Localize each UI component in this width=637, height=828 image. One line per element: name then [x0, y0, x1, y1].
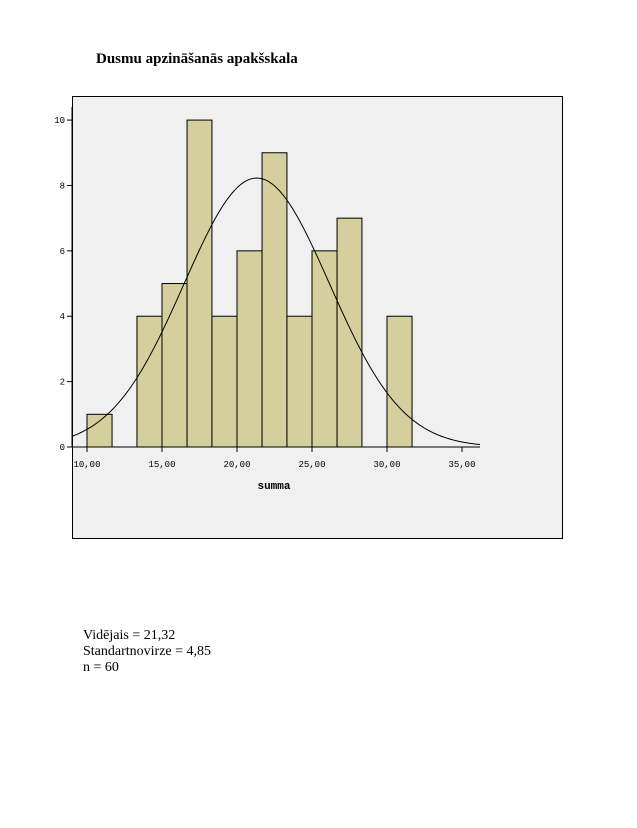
- y-tick-label: 0: [60, 443, 65, 453]
- histogram-bar: [211, 315, 238, 448]
- histogram-bar: [286, 315, 313, 448]
- y-tick-label: 6: [60, 247, 65, 257]
- histogram-bar: [136, 315, 163, 448]
- histogram-bar: [336, 217, 363, 448]
- histogram-bar: [311, 250, 338, 448]
- histogram-bars: [86, 119, 413, 448]
- y-tick-label: 10: [54, 116, 65, 126]
- histogram-bar: [161, 283, 188, 448]
- histogram-bar: [186, 119, 213, 448]
- y-axis: 0 2 4 6 8 10: [54, 107, 73, 453]
- x-tick-label: 25,00: [298, 460, 325, 470]
- x-tick-label: 20,00: [223, 460, 250, 470]
- stat-mean: Vidējais = 21,32: [83, 628, 176, 643]
- y-tick-label: 2: [60, 378, 65, 388]
- x-tick-label: 10,00: [73, 460, 100, 470]
- stat-n: n = 60: [83, 660, 119, 675]
- histogram-bar: [261, 152, 288, 448]
- x-tick-label: 35,00: [448, 460, 475, 470]
- stat-sd: Standartnovirze = 4,85: [83, 644, 212, 659]
- y-tick-label: 4: [60, 312, 65, 322]
- summary-stats: Vidējais = 21,32 Standartnovirze = 4,85 …: [83, 628, 211, 676]
- x-axis: 10,00 15,00 20,00 25,00 30,00 35,00: [72, 446, 480, 470]
- x-tick-label: 30,00: [373, 460, 400, 470]
- histogram-bar: [386, 315, 413, 448]
- y-tick-label: 8: [60, 181, 65, 191]
- histogram-bar: [236, 250, 263, 448]
- normal-curve: [71, 177, 481, 446]
- x-axis-label: summa: [257, 481, 290, 493]
- chart-title: Dusmu apzināšanās apakšskala: [96, 51, 298, 67]
- x-tick-label: 15,00: [148, 460, 175, 470]
- histogram-bar: [86, 413, 113, 448]
